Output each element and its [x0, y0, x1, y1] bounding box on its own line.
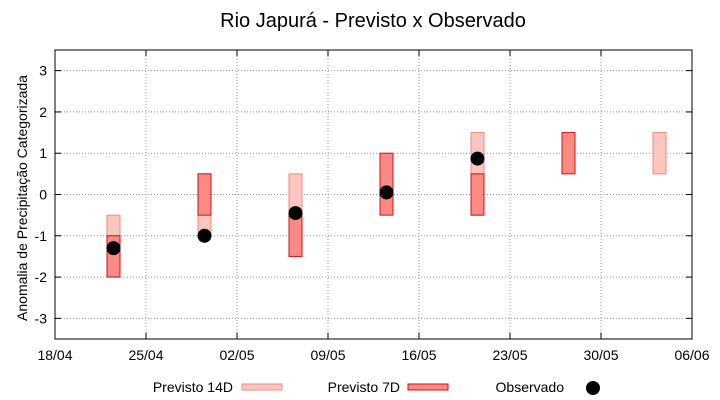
legend-swatch-previsto-14d — [241, 383, 283, 391]
previsto-7d-series — [106, 132, 576, 278]
legend-label-previsto-7d: Previsto 7D — [328, 379, 400, 395]
x-tick-label: 18/04 — [37, 347, 72, 363]
previsto-7d-bar — [197, 173, 212, 216]
legend: Previsto 14D Previsto 7D Observado — [153, 379, 600, 395]
previsto-14d-bar — [106, 214, 121, 237]
y-tick-label: 3 — [39, 63, 47, 79]
x-axis: 18/04 25/04 02/05 09/05 16/05 23/05 30/05 06/06 — [37, 50, 710, 363]
observado-point — [197, 228, 212, 243]
chart-title: Rio Japurá - Previsto x Observado — [220, 10, 526, 32]
x-tick-label: 30/05 — [583, 347, 618, 363]
observado-point — [106, 241, 121, 256]
x-tick-label: 02/05 — [219, 347, 254, 363]
x-tick-label: 06/06 — [674, 347, 709, 363]
observado-point — [379, 185, 394, 200]
legend-swatch-previsto-7d — [407, 383, 449, 391]
y-tick-label: 1 — [39, 145, 47, 161]
previsto-7d-bar — [470, 173, 485, 216]
x-tick-label: 25/04 — [128, 347, 163, 363]
y-tick-label: -2 — [35, 269, 48, 285]
previsto-7d-bar — [379, 152, 394, 216]
observado-series — [106, 151, 485, 256]
y-axis: -3 -2 -1 0 1 2 3 — [35, 63, 692, 326]
y-axis-label: Anomalia de Precipitação Categorizada — [14, 75, 30, 321]
y-tick-label: 2 — [39, 104, 47, 120]
legend-swatch-observado — [586, 381, 600, 395]
x-tick-label: 16/05 — [401, 347, 436, 363]
x-tick-label: 23/05 — [492, 347, 527, 363]
legend-label-previsto-14d: Previsto 14D — [153, 379, 233, 395]
y-tick-label: -3 — [35, 310, 48, 326]
y-tick-label: -1 — [35, 228, 48, 244]
y-tick-label: 0 — [39, 187, 47, 203]
observado-point — [470, 151, 485, 166]
legend-label-observado: Observado — [496, 379, 565, 395]
previsto-7d-bar — [288, 214, 303, 257]
x-tick-label: 09/05 — [310, 347, 345, 363]
previsto-14d-bar — [652, 132, 667, 175]
observado-point — [288, 206, 303, 221]
previsto-7d-bar — [561, 132, 576, 175]
grid-lines — [54, 50, 693, 339]
